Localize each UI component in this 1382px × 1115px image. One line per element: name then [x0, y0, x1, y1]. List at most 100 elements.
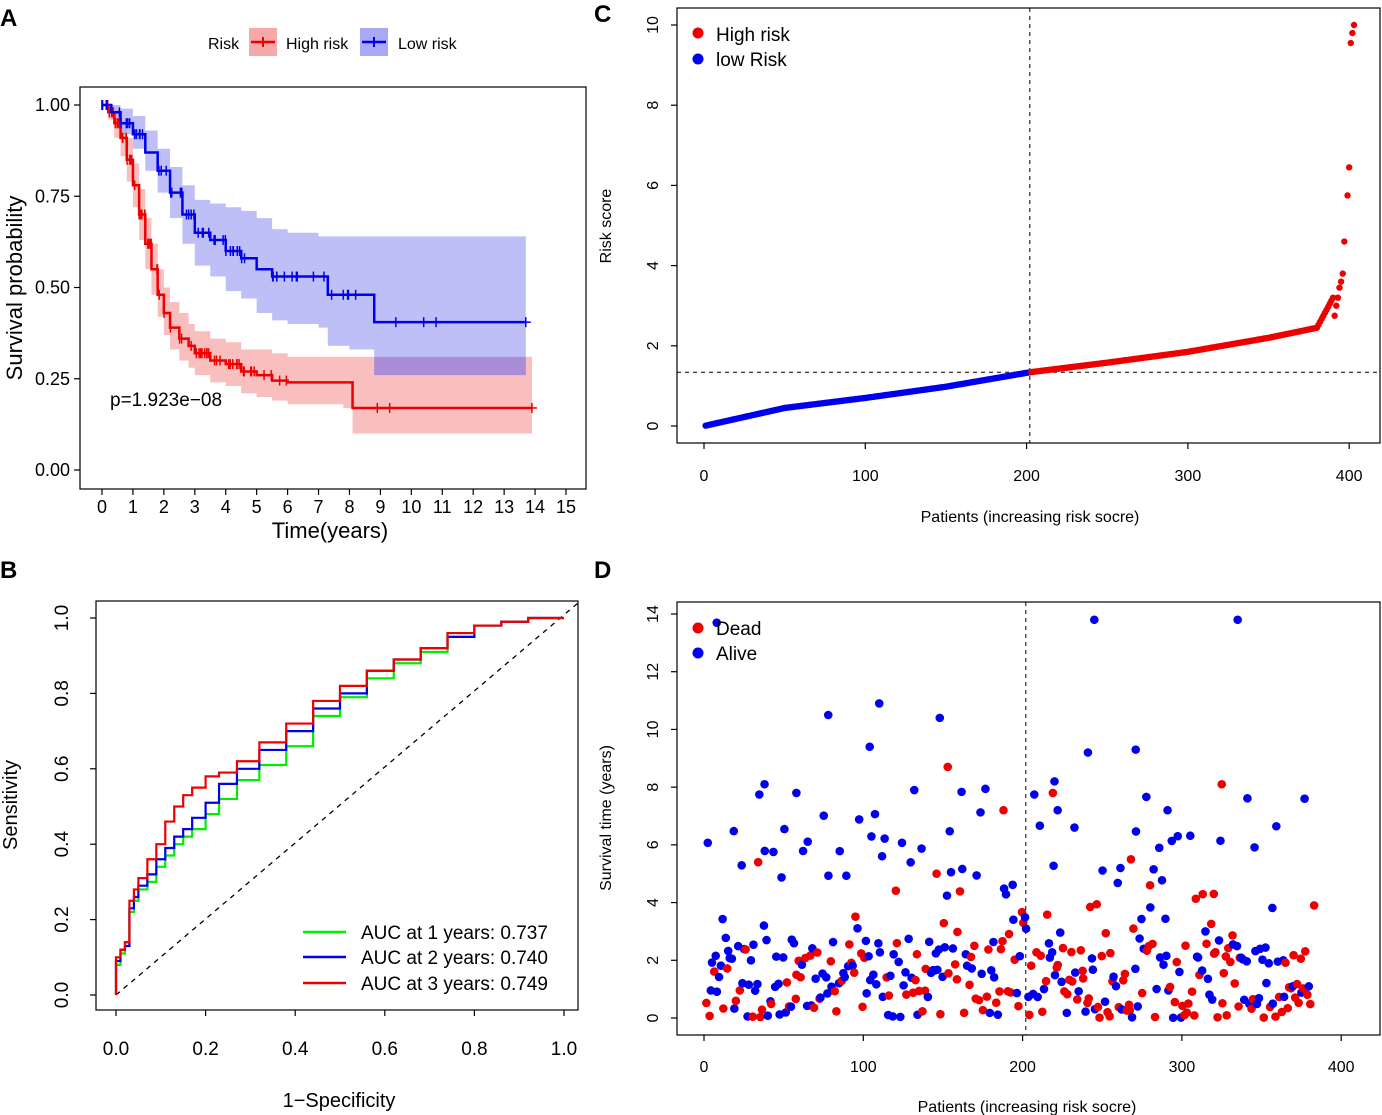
dead-point [966, 952, 976, 962]
alive-point [760, 779, 769, 789]
risk-point [1347, 39, 1354, 47]
x-tick-label: 0.2 [192, 1039, 218, 1060]
dead-point [998, 936, 1007, 946]
panel-c-axes: 0 100 200 300 400 0 2 4 6 8 10 [645, 16, 1363, 485]
dead-point [1067, 947, 1076, 957]
dead-point [1058, 943, 1068, 953]
dead-point [1125, 1006, 1135, 1015]
x-tick-label: 8 [344, 497, 354, 517]
dead-point [918, 1007, 927, 1016]
y-tick-label: 10 [645, 720, 662, 738]
alive-point [712, 987, 722, 997]
alive-point [1070, 823, 1079, 832]
x-tick-label: 400 [1336, 468, 1363, 485]
legend-auc3-label: AUC at 3 years: 0.749 [361, 974, 548, 995]
alive-point [1262, 978, 1271, 988]
alive-point [1012, 988, 1022, 998]
dead-point [702, 998, 711, 1008]
dead-point [1187, 987, 1197, 996]
alive-point [744, 980, 754, 989]
dead-point [1097, 951, 1107, 961]
dead-point [1004, 929, 1014, 939]
dead-point [1234, 1002, 1243, 1011]
alive-point [1163, 805, 1172, 815]
alive-point [1131, 964, 1140, 974]
x-tick-label: 0 [97, 497, 107, 517]
alive-point [803, 837, 813, 846]
y-tick-label: 0.6 [52, 756, 73, 782]
alive-point [1167, 836, 1177, 846]
dead-point [1041, 976, 1051, 986]
dead-point [944, 969, 953, 978]
dead-point [999, 805, 1008, 815]
x-tick-label: 100 [850, 1059, 877, 1076]
alive-point [1268, 999, 1278, 1008]
alive-point [1242, 956, 1252, 966]
alive-point [874, 699, 884, 708]
alive-point [1185, 831, 1195, 841]
alive-point [1272, 821, 1281, 831]
dead-point [1259, 1013, 1269, 1022]
dead-point [813, 948, 822, 957]
dead-point [1184, 999, 1193, 1008]
dead-point [791, 994, 801, 1004]
dead-point [1217, 779, 1227, 789]
alive-point [880, 834, 889, 843]
x-tick-label: 11 [433, 497, 452, 517]
dead-point [982, 992, 992, 1001]
legend-auc1-label: AUC at 1 years: 0.737 [361, 923, 548, 944]
panel-d-xlabel: Patients (increasing risk socre) [918, 1099, 1137, 1115]
alive-point [1142, 792, 1151, 802]
dead-point [965, 980, 974, 990]
dead-point [892, 938, 902, 948]
dead-point [1042, 910, 1052, 919]
dead-point [1305, 999, 1315, 1009]
alive-point [977, 969, 986, 979]
alive-point [750, 986, 760, 995]
alive-point [1049, 861, 1058, 871]
x-tick-label: 4 [221, 497, 231, 517]
alive-point [942, 891, 952, 900]
alive-point [946, 867, 956, 877]
panel-d-survival-status-plot: 0 100 200 300 400 0 2 4 6 8 10 12 14 Patients (incre… [598, 601, 1381, 1115]
dead-point [1206, 919, 1216, 929]
legend-high-risk-dot [692, 27, 704, 39]
dead-point [796, 972, 805, 982]
alive-point [778, 953, 788, 962]
alive-point [989, 973, 999, 982]
alive-point [1207, 995, 1217, 1004]
panel-d-axes: 0 100 200 300 400 0 2 4 6 8 10 12 14 [645, 605, 1355, 1076]
p-value-annotation: p=1.923e−08 [110, 390, 222, 411]
dead-point [1062, 989, 1072, 999]
panel-a-legend: Risk High risk Low risk [208, 28, 458, 56]
dead-point [1209, 889, 1219, 899]
alive-point [774, 979, 783, 989]
dead-point [1191, 894, 1201, 904]
dead-point [741, 945, 750, 954]
dead-point [1106, 948, 1115, 958]
dead-point [1181, 941, 1190, 950]
dead-point [1129, 924, 1138, 933]
dead-point [984, 945, 993, 954]
alive-point [1162, 951, 1171, 961]
y-tick-label: 2 [645, 341, 662, 350]
dead-point [1303, 990, 1312, 1000]
alive-point [727, 954, 737, 963]
alive-point [865, 742, 874, 752]
alive-point [842, 871, 851, 881]
alive-point [759, 921, 769, 930]
alive-point [1009, 915, 1018, 925]
legend-alive-dot [692, 647, 704, 659]
alive-point [935, 713, 945, 723]
risk-point [1349, 29, 1356, 37]
alive-point [1159, 960, 1168, 969]
alive-point [712, 618, 722, 627]
y-tick-label: 4 [645, 898, 662, 907]
alive-point [737, 861, 746, 870]
panel-label-d: D [594, 557, 611, 584]
dead-point [1283, 1003, 1293, 1013]
dead-point [936, 1009, 945, 1019]
alive-point [1021, 924, 1031, 933]
x-tick-label: 0.4 [282, 1039, 309, 1060]
panel-label-b: B [0, 557, 17, 584]
